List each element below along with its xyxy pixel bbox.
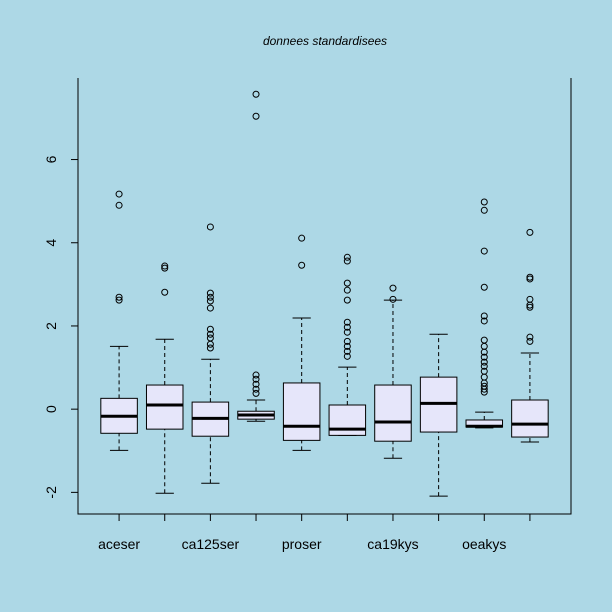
outlier (115, 293, 123, 301)
box (145, 384, 184, 430)
outlier (480, 358, 488, 366)
outlier (526, 228, 534, 236)
outlier (480, 247, 488, 255)
outlier (161, 288, 169, 296)
outlier (343, 352, 351, 360)
outlier (480, 385, 488, 393)
outlier (298, 234, 306, 242)
outlier (526, 337, 534, 345)
outlier (480, 198, 488, 206)
outlier (252, 385, 260, 393)
outlier (480, 206, 488, 214)
outlier (343, 323, 351, 331)
outlier (206, 293, 214, 301)
outlier (343, 342, 351, 350)
outlier (252, 375, 260, 383)
outlier (389, 295, 397, 303)
outlier (206, 297, 214, 305)
outlier (480, 353, 488, 361)
outlier (343, 337, 351, 345)
outlier (526, 333, 534, 341)
x-tick-label: proser (282, 536, 322, 552)
outlier (343, 347, 351, 355)
outlier (343, 318, 351, 326)
outlier (252, 112, 260, 120)
outlier (526, 275, 534, 283)
outlier (480, 348, 488, 356)
box (328, 404, 367, 436)
box (282, 382, 321, 441)
outlier (115, 190, 123, 198)
outlier (526, 303, 534, 311)
chart-title: donnees standardisees (263, 34, 387, 48)
outlier (252, 90, 260, 98)
outlier (206, 304, 214, 312)
outlier (206, 340, 214, 348)
x-tick-label: ca19kys (367, 536, 418, 552)
outlier (343, 279, 351, 287)
y-tick-label: 2 (43, 322, 59, 330)
x-tick-label: ca125ser (182, 536, 240, 552)
outlier (343, 253, 351, 261)
box (511, 399, 549, 438)
outlier (526, 301, 534, 309)
outlier (206, 223, 214, 231)
outlier (115, 201, 123, 209)
y-tick-label: 6 (43, 155, 59, 163)
outlier (480, 312, 488, 320)
outlier (206, 325, 214, 333)
outlier (252, 380, 260, 388)
outlier (343, 286, 351, 294)
x-tick-label: oeakys (462, 536, 506, 552)
box (374, 384, 412, 442)
y-tick-label: -2 (43, 486, 59, 499)
x-tick-label: aceser (98, 536, 140, 552)
outlier (161, 262, 169, 270)
outlier (480, 388, 488, 396)
outlier (480, 362, 488, 370)
outlier (389, 284, 397, 292)
outlier (343, 257, 351, 265)
outlier (206, 330, 214, 338)
outlier (206, 344, 214, 352)
outlier (252, 389, 260, 397)
outlier (252, 371, 260, 379)
outlier (161, 264, 169, 272)
outlier (343, 328, 351, 336)
y-tick-label: 0 (43, 405, 59, 413)
outlier (115, 296, 123, 304)
y-tick-label: 4 (43, 239, 59, 247)
outlier (298, 261, 306, 269)
outlier (480, 317, 488, 325)
outlier (206, 289, 214, 297)
outlier (480, 283, 488, 291)
outlier (343, 296, 351, 304)
plot-frame (77, 78, 572, 515)
